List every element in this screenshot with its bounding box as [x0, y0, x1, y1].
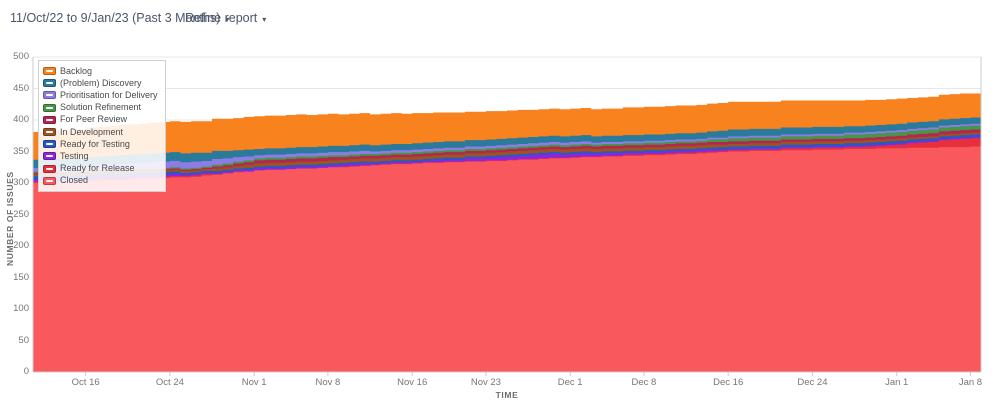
legend-swatch-icon	[43, 67, 56, 76]
legend-label: Backlog	[60, 65, 93, 76]
y-tick-label: 500	[13, 51, 29, 62]
legend-swatch-icon	[43, 164, 56, 173]
legend-item-in-development: In Development	[43, 126, 158, 138]
date-range-dropdown[interactable]: 11/Oct/22 to 9/Jan/23 (Past 3 Months) ▾	[10, 11, 229, 25]
legend-label: Ready for Release	[60, 163, 135, 174]
legend-label: In Development	[60, 126, 124, 137]
chart-legend: Backlog (Problem) Discovery Prioritisation…	[38, 60, 166, 192]
y-tick-label: 0	[23, 366, 29, 377]
legend-label: Ready for Testing	[60, 138, 130, 149]
legend-label: Closed	[60, 175, 89, 186]
x-tick-label: Nov 1	[241, 377, 267, 388]
x-tick-label: Dec 24	[797, 377, 828, 388]
x-tick-label: Nov 16	[397, 377, 428, 388]
x-axis-title: TIME	[495, 390, 519, 400]
legend-item-problem-discovery: (Problem) Discovery	[43, 77, 158, 89]
date-range-label: 11/Oct/22 to 9/Jan/23 (Past 3 Months)	[10, 11, 221, 25]
legend-swatch-icon	[43, 103, 56, 112]
legend-swatch-icon	[43, 152, 56, 161]
legend-item-ready-for-testing: Ready for Testing	[43, 138, 158, 150]
chevron-down-icon: ▾	[262, 14, 267, 24]
series-area-closed[interactable]	[33, 146, 981, 372]
legend-swatch-icon	[43, 128, 56, 137]
legend-swatch-icon	[43, 176, 56, 185]
legend-label: Prioritisation for Delivery	[60, 89, 158, 100]
legend-item-prioritisation-for-delivery: Prioritisation for Delivery	[43, 89, 158, 101]
y-tick-label: 350	[13, 145, 29, 157]
legend-swatch-icon	[43, 91, 56, 100]
x-tick-label: Oct 16	[71, 377, 100, 388]
legend-item-for-peer-review: For Peer Review	[43, 114, 158, 126]
x-tick-label: Nov 23	[470, 377, 501, 388]
legend-item-testing: Testing	[43, 150, 158, 162]
x-tick-label: Dec 16	[713, 377, 744, 388]
x-tick-label: Oct 24	[155, 377, 184, 388]
refine-report-dropdown[interactable]: Refine report ▾	[185, 11, 266, 25]
legend-item-closed: Closed	[43, 175, 158, 187]
legend-item-backlog: Backlog	[43, 65, 158, 77]
legend-label: Solution Refinement	[60, 102, 142, 113]
y-tick-label: 250	[13, 208, 29, 220]
y-tick-label: 50	[18, 334, 29, 346]
legend-label: Testing	[60, 150, 89, 161]
y-tick-label: 400	[13, 114, 29, 125]
legend-swatch-icon	[43, 140, 56, 149]
y-tick-label: 300	[13, 177, 29, 188]
legend-label: (Problem) Discovery	[60, 77, 142, 88]
y-tick-label: 150	[13, 271, 29, 283]
x-tick-label: Dec 8	[631, 377, 657, 388]
x-tick-label: Jan 8	[958, 377, 983, 388]
legend-item-solution-refinement: Solution Refinement	[43, 102, 158, 114]
x-tick-label: Nov 8	[315, 377, 341, 388]
x-tick-label: Dec 1	[557, 377, 583, 388]
refine-report-label: Refine report	[185, 11, 258, 25]
legend-swatch-icon	[43, 115, 56, 124]
chevron-down-icon: ▾	[225, 14, 230, 24]
y-tick-label: 100	[13, 303, 29, 314]
y-tick-label: 450	[13, 82, 29, 94]
legend-label: For Peer Review	[60, 114, 128, 125]
y-tick-label: 200	[13, 240, 29, 251]
legend-item-ready-for-release: Ready for Release	[43, 163, 158, 175]
legend-swatch-icon	[43, 79, 56, 88]
x-tick-label: Jan 1	[885, 377, 909, 388]
